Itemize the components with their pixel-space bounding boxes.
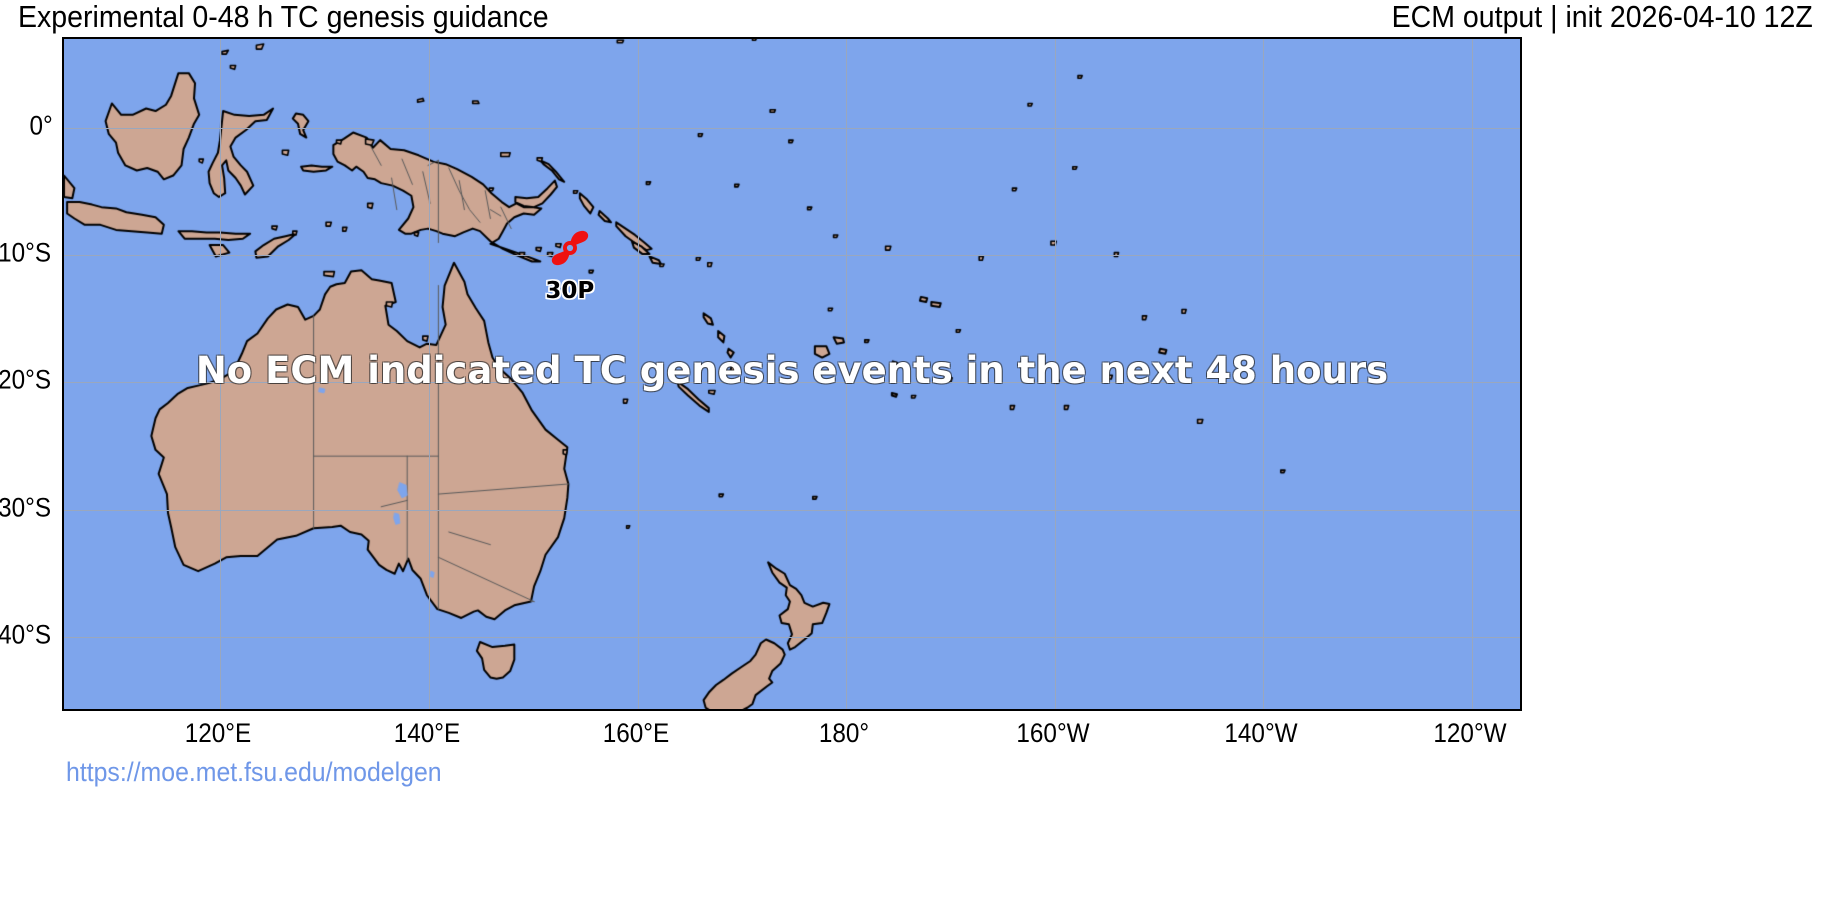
grid-line-meridian	[846, 39, 847, 709]
grid-line-meridian	[429, 39, 430, 709]
grid-line-meridian	[1055, 39, 1056, 709]
source-url-link[interactable]: https://moe.met.fsu.edu/modelgen	[66, 757, 442, 787]
grid-line-parallel	[64, 128, 1520, 129]
grid-line-parallel	[64, 510, 1520, 511]
grid-line-parallel	[64, 637, 1520, 638]
page-title: Experimental 0-48 h TC genesis guidance	[18, 0, 549, 34]
y-axis-tick-label: 40°S	[0, 619, 52, 650]
y-axis-tick-label: 10°S	[0, 237, 52, 268]
grid-line-meridian	[1263, 39, 1264, 709]
model-init-info: ECM output | init 2026-04-10 12Z	[1391, 0, 1813, 34]
x-axis-tick-label: 140°W	[1224, 718, 1298, 748]
grid-line-parallel	[64, 382, 1520, 383]
storm-id-label: 30P	[545, 277, 595, 304]
y-axis-tick-label: 0°	[29, 110, 53, 141]
x-axis-tick-label: 120°E	[185, 718, 252, 748]
x-axis-tick-label: 120°W	[1433, 718, 1507, 748]
y-axis-tick-label: 30°S	[0, 492, 52, 523]
grid-line-parallel	[64, 255, 1520, 256]
x-axis-tick-label: 160°E	[602, 718, 669, 748]
x-axis-tick-label: 140°E	[393, 718, 461, 748]
grid-line-meridian	[1472, 39, 1473, 709]
map-panel[interactable]: 30P Fri Apr 10 20:19 UTC 2026	[62, 37, 1522, 711]
map-geography-canvas	[64, 39, 1520, 709]
header-bar: Experimental 0-48 h TC genesis guidance …	[0, 0, 1831, 36]
tropical-cyclone-icon[interactable]	[547, 220, 593, 276]
grid-line-meridian	[638, 39, 639, 709]
y-axis-tick-label: 20°S	[0, 364, 52, 395]
x-axis-tick-label: 160°W	[1016, 718, 1090, 748]
x-axis-tick-label: 180°	[819, 718, 870, 748]
grid-line-meridian	[220, 39, 221, 709]
